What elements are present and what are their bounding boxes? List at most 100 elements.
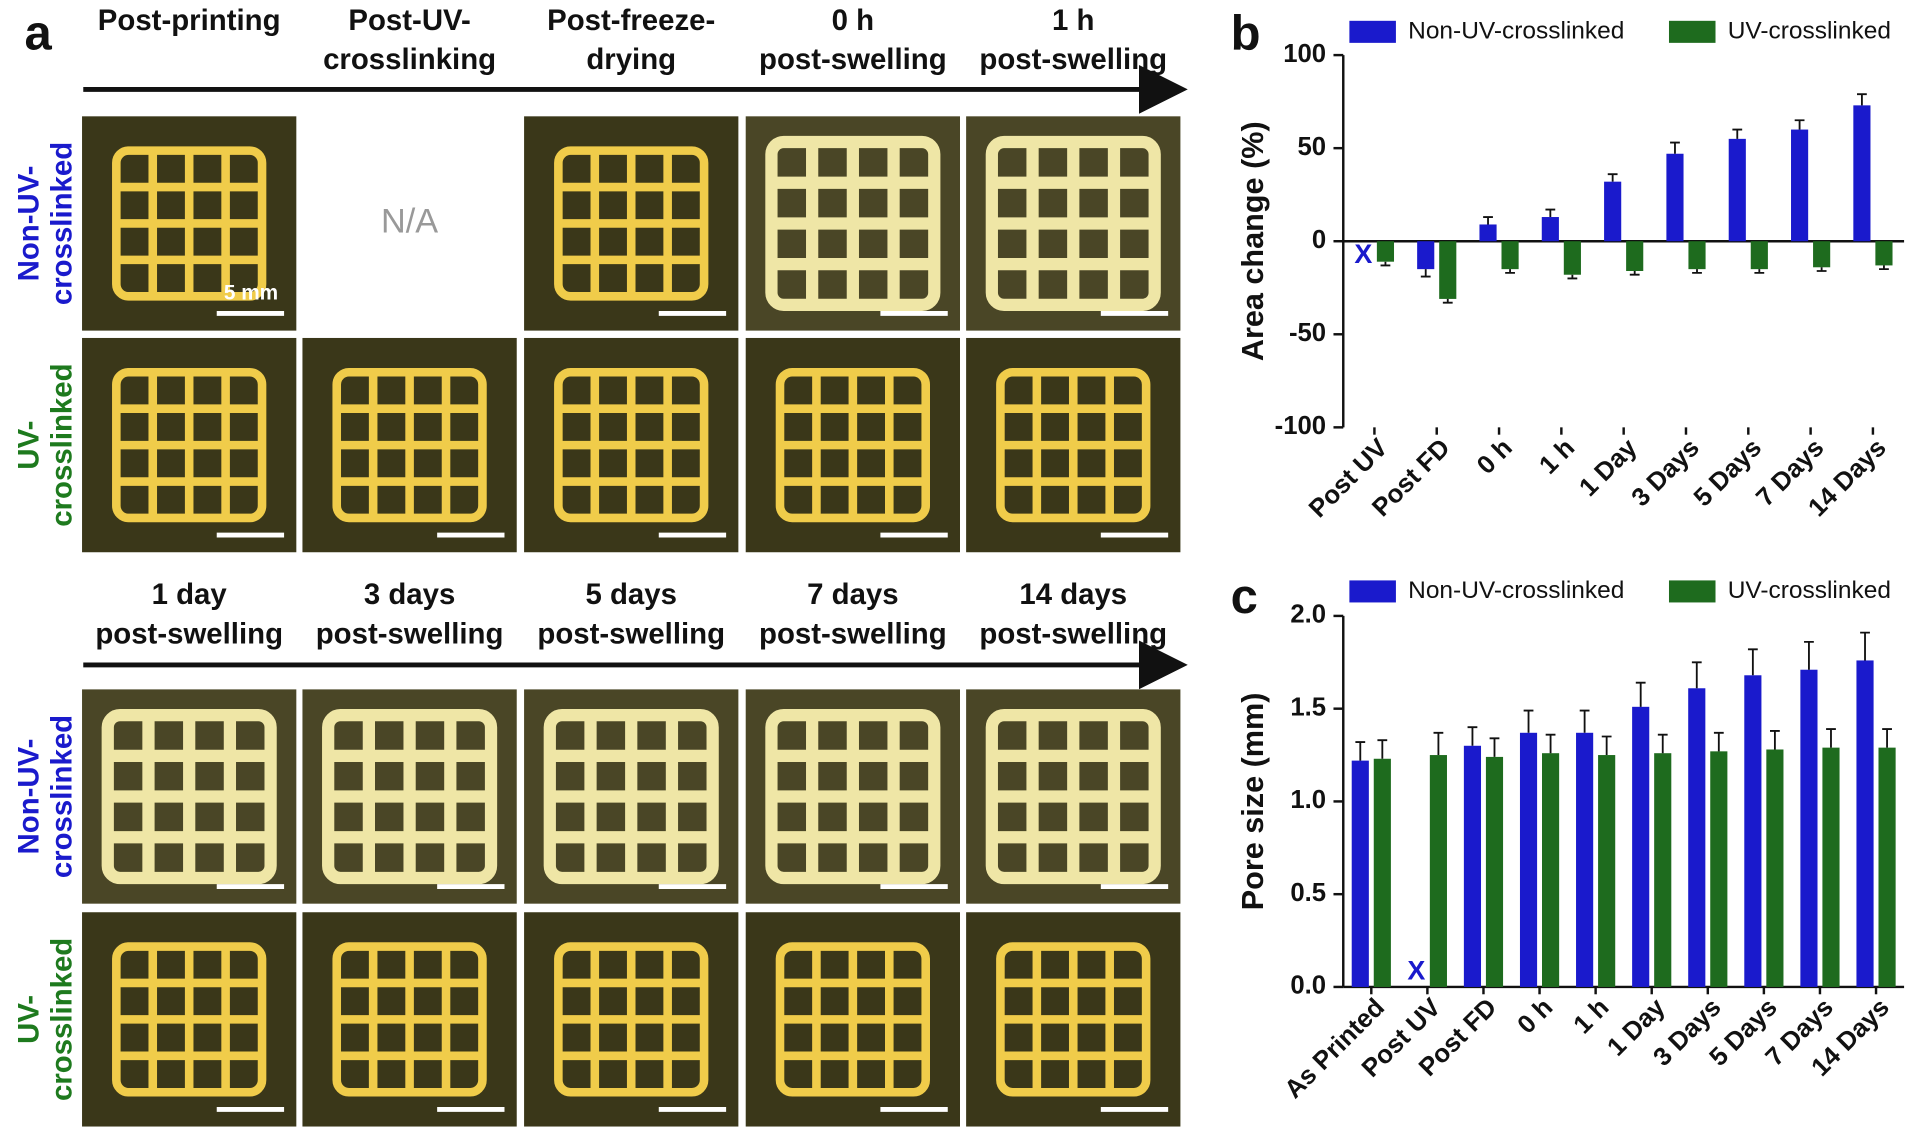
error-bar	[1754, 269, 1765, 274]
error-bar	[1607, 173, 1618, 182]
error-bar	[1713, 731, 1724, 752]
error-bar	[1567, 274, 1578, 280]
error-bar	[1483, 216, 1493, 225]
bar	[1632, 706, 1650, 987]
error-bar	[1377, 739, 1388, 759]
bar	[1766, 749, 1784, 987]
row-label: UV-	[12, 995, 45, 1044]
bar	[1417, 241, 1435, 270]
error-bar	[1545, 208, 1556, 218]
legend-label: UV-crosslinked	[1728, 17, 1891, 44]
column-header: 5 days	[585, 578, 676, 611]
error-bar	[1420, 269, 1431, 278]
column-header: 1 h	[1052, 4, 1094, 37]
bar	[1744, 675, 1762, 987]
error-bar	[1442, 298, 1453, 304]
panel-letter: b	[1231, 7, 1261, 61]
error-bar	[1545, 733, 1556, 754]
row-label: crosslinked	[45, 363, 78, 526]
bar	[1728, 138, 1746, 242]
bar	[1875, 241, 1893, 266]
legend-swatch	[1349, 20, 1396, 43]
bar	[1688, 688, 1706, 987]
bar	[1604, 181, 1622, 242]
legend-swatch	[1668, 20, 1716, 43]
error-bar	[1467, 726, 1478, 746]
bar	[1501, 241, 1519, 270]
y-tick-label: 1.5	[1290, 693, 1326, 721]
y-tick-label: -50	[1289, 319, 1326, 347]
panel-letter: c	[1231, 570, 1258, 624]
legend-label: Non-UV-crosslinked	[1408, 17, 1624, 44]
row-label: crosslinked	[45, 715, 78, 878]
error-bar	[1732, 128, 1743, 139]
bar	[1878, 747, 1896, 987]
legend-swatch	[1668, 580, 1716, 603]
column-header: 3 days	[364, 578, 455, 611]
legend-label: UV-crosslinked	[1728, 577, 1891, 604]
error-bar	[1804, 640, 1814, 670]
column-header: Post-UV-	[348, 4, 470, 37]
bar	[1376, 241, 1395, 262]
y-tick-label: 0.5	[1290, 879, 1326, 907]
error-bar	[1691, 661, 1702, 689]
y-tick-label: 50	[1298, 133, 1327, 161]
column-header: post-swelling	[759, 43, 947, 76]
scale-label: 5 mm	[224, 281, 278, 304]
row-label: crosslinked	[45, 938, 78, 1101]
row-label: UV-	[12, 421, 45, 470]
bar	[1463, 745, 1482, 987]
error-bar	[1489, 737, 1500, 757]
row-label: Non-UV-	[12, 166, 45, 282]
column-header: 1 day	[152, 578, 228, 611]
column-header: post-swelling	[537, 617, 725, 650]
error-bar	[1579, 709, 1590, 733]
y-tick-label: 0.0	[1290, 972, 1326, 1000]
missing-marker: X	[1354, 239, 1372, 269]
y-tick-label: 2.0	[1290, 601, 1326, 629]
x-tick-label: 5 Days	[1689, 434, 1767, 512]
error-bar	[1380, 261, 1391, 267]
bar	[1351, 760, 1369, 987]
row-label: Non-UV-	[12, 739, 45, 855]
column-header: post-swelling	[979, 617, 1167, 650]
bar	[1519, 732, 1538, 987]
x-tick-label: 1 h	[1534, 434, 1580, 480]
error-bar	[1670, 141, 1680, 154]
column-header: 14 days	[1019, 578, 1127, 611]
bar	[1856, 660, 1874, 987]
error-bar	[1657, 733, 1668, 754]
bar	[1598, 755, 1616, 987]
x-tick-label: 3 Days	[1626, 434, 1704, 512]
bar	[1626, 241, 1644, 272]
error-bar	[1505, 269, 1515, 274]
bar	[1479, 224, 1497, 242]
column-header: post-swelling	[759, 617, 947, 650]
y-tick-label: 0	[1312, 226, 1326, 254]
bar	[1541, 217, 1559, 242]
error-bar	[1433, 731, 1444, 756]
y-tick-label: 1.0	[1290, 786, 1326, 814]
bar	[1563, 241, 1581, 275]
legend-label: Non-UV-crosslinked	[1408, 577, 1624, 604]
x-tick-label: 0 h	[1512, 993, 1558, 1039]
column-header: 0 h	[832, 4, 874, 37]
error-bar	[1816, 267, 1827, 272]
error-bar	[1747, 648, 1758, 676]
error-bar	[1629, 271, 1640, 276]
bar	[1666, 153, 1684, 242]
column-header: post-swelling	[95, 617, 283, 650]
error-bar	[1692, 269, 1702, 274]
bar	[1542, 753, 1560, 987]
bar	[1439, 241, 1457, 299]
row-label: crosslinked	[45, 142, 78, 305]
error-bar	[1794, 119, 1805, 130]
x-tick-label: 1 h	[1568, 993, 1614, 1039]
bar	[1373, 758, 1391, 987]
panel-letter: a	[24, 7, 52, 61]
y-tick-label: 100	[1283, 40, 1326, 68]
column-header: 7 days	[807, 578, 898, 611]
na-label: N/A	[381, 203, 438, 241]
y-axis-label: Pore size (mm)	[1236, 693, 1270, 911]
